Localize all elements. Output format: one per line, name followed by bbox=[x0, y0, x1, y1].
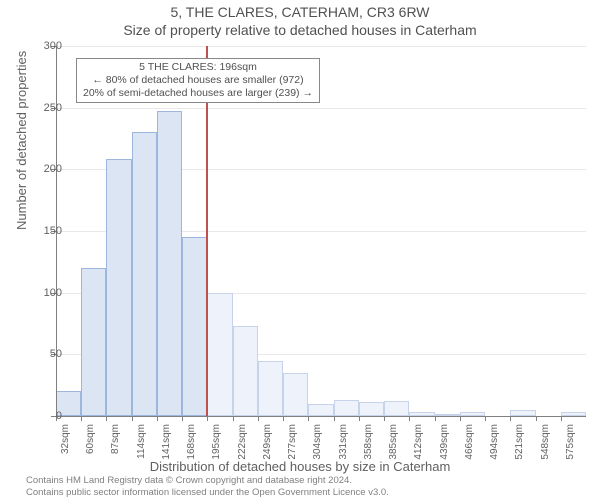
xtick-mark bbox=[359, 416, 360, 421]
annotation-line: ← 80% of detached houses are smaller (97… bbox=[83, 74, 313, 87]
xtick-mark bbox=[435, 416, 436, 421]
xtick-mark bbox=[182, 416, 183, 421]
ytick-label: 200 bbox=[44, 163, 62, 175]
histogram-bar bbox=[132, 132, 157, 416]
footer-line1: Contains HM Land Registry data © Crown c… bbox=[26, 475, 389, 486]
xtick-label: 494sqm bbox=[489, 424, 500, 464]
ytick-label: 250 bbox=[44, 102, 62, 114]
ytick-label: 50 bbox=[50, 348, 62, 360]
xtick-mark bbox=[81, 416, 82, 421]
xtick-mark bbox=[283, 416, 284, 421]
y-axis-label: Number of detached properties bbox=[14, 51, 29, 230]
xtick-mark bbox=[561, 416, 562, 421]
xtick-mark bbox=[334, 416, 335, 421]
grid-line bbox=[56, 46, 586, 47]
xtick-mark bbox=[157, 416, 158, 421]
chart-container: 5, THE CLARES, CATERHAM, CR3 6RW Size of… bbox=[0, 0, 600, 500]
xtick-label: 277sqm bbox=[287, 424, 298, 464]
xtick-mark bbox=[536, 416, 537, 421]
xtick-mark bbox=[510, 416, 511, 421]
xtick-label: 141sqm bbox=[161, 424, 172, 464]
xtick-mark bbox=[384, 416, 385, 421]
xtick-label: 439sqm bbox=[439, 424, 450, 464]
histogram-bar bbox=[233, 326, 258, 416]
x-axis-line bbox=[56, 416, 586, 417]
x-axis-label: Distribution of detached houses by size … bbox=[0, 459, 600, 474]
xtick-label: 168sqm bbox=[186, 424, 197, 464]
grid-line bbox=[56, 108, 586, 109]
footer-line2: Contains public sector information licen… bbox=[26, 487, 389, 498]
histogram-bar bbox=[207, 293, 232, 416]
xtick-label: 521sqm bbox=[514, 424, 525, 464]
annotation-line: 5 THE CLARES: 196sqm bbox=[83, 61, 313, 74]
xtick-mark bbox=[258, 416, 259, 421]
xtick-label: 32sqm bbox=[60, 424, 71, 464]
xtick-mark bbox=[132, 416, 133, 421]
histogram-bar bbox=[283, 373, 308, 416]
histogram-bar bbox=[157, 111, 182, 416]
xtick-label: 114sqm bbox=[136, 424, 147, 464]
xtick-label: 222sqm bbox=[237, 424, 248, 464]
xtick-mark bbox=[460, 416, 461, 421]
plot-area: 32sqm60sqm87sqm114sqm141sqm168sqm195sqm2… bbox=[56, 46, 586, 416]
ytick-label: 300 bbox=[44, 40, 62, 52]
xtick-label: 548sqm bbox=[540, 424, 551, 464]
histogram-bar bbox=[384, 401, 409, 416]
annotation-line: 20% of semi-detached houses are larger (… bbox=[83, 87, 313, 100]
xtick-mark bbox=[308, 416, 309, 421]
xtick-mark bbox=[233, 416, 234, 421]
page-title-line2: Size of property relative to detached ho… bbox=[0, 22, 600, 38]
histogram-bar bbox=[334, 400, 359, 416]
xtick-label: 331sqm bbox=[338, 424, 349, 464]
histogram-bar bbox=[81, 268, 106, 416]
xtick-label: 358sqm bbox=[363, 424, 374, 464]
xtick-mark bbox=[207, 416, 208, 421]
xtick-label: 466sqm bbox=[464, 424, 475, 464]
xtick-label: 575sqm bbox=[565, 424, 576, 464]
xtick-label: 385sqm bbox=[388, 424, 399, 464]
histogram-bar bbox=[258, 361, 283, 417]
histogram-bar bbox=[308, 404, 333, 416]
ytick-label: 150 bbox=[44, 225, 62, 237]
footer-attribution: Contains HM Land Registry data © Crown c… bbox=[26, 475, 389, 498]
ytick-label: 0 bbox=[56, 410, 62, 422]
histogram-bar bbox=[359, 402, 384, 416]
xtick-label: 249sqm bbox=[262, 424, 273, 464]
xtick-mark bbox=[106, 416, 107, 421]
annotation-box: 5 THE CLARES: 196sqm← 80% of detached ho… bbox=[76, 58, 320, 103]
ytick-label: 100 bbox=[44, 287, 62, 299]
xtick-label: 412sqm bbox=[413, 424, 424, 464]
xtick-mark bbox=[485, 416, 486, 421]
histogram-bar bbox=[106, 159, 131, 416]
xtick-mark bbox=[409, 416, 410, 421]
xtick-label: 87sqm bbox=[110, 424, 121, 464]
xtick-label: 60sqm bbox=[85, 424, 96, 464]
xtick-label: 304sqm bbox=[312, 424, 323, 464]
histogram-bar bbox=[182, 237, 207, 416]
page-title-line1: 5, THE CLARES, CATERHAM, CR3 6RW bbox=[0, 4, 600, 20]
xtick-label: 195sqm bbox=[211, 424, 222, 464]
